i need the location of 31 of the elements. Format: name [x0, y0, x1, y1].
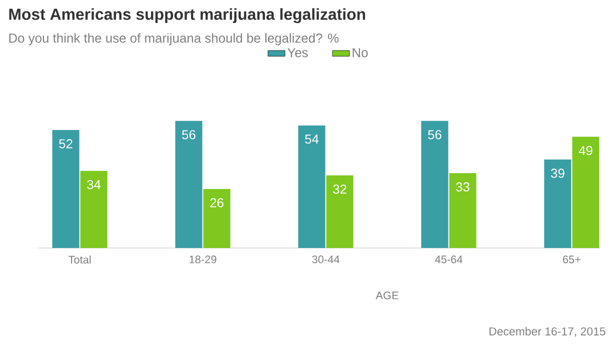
data-label: 33	[456, 182, 470, 192]
data-label: 39	[551, 168, 564, 178]
bar	[175, 120, 202, 248]
chart-subtitle: Do you think the use of marijuana should be legalized? %	[9, 33, 339, 46]
data-label: 26	[210, 198, 224, 208]
data-label: 52	[59, 139, 72, 148]
x-tick-label: Total	[68, 256, 91, 264]
data-label: 32	[333, 184, 346, 194]
text: December 16-17, 2015	[490, 327, 606, 337]
x-tick-label: 30-44	[312, 256, 340, 264]
data-label: 49	[578, 146, 592, 156]
x-tick-label: 18-29	[190, 256, 216, 264]
x-tick-label: 65+	[562, 256, 580, 264]
chart-title: Most Americans support marijuana legalization	[9, 8, 366, 24]
bar	[421, 120, 448, 248]
legend-label: Yes	[287, 48, 308, 58]
bar	[572, 136, 600, 248]
bar	[326, 175, 354, 248]
bar	[449, 173, 476, 248]
x-tick-label: 45-64	[434, 256, 462, 264]
bar	[298, 125, 326, 248]
bar	[203, 188, 230, 248]
data-label: 54	[305, 134, 319, 144]
data-label: 56	[182, 130, 196, 140]
bar	[52, 130, 80, 248]
bar	[544, 159, 572, 248]
legend-label: No	[352, 48, 368, 58]
data-label: 56	[428, 130, 442, 140]
data-label: 34	[87, 180, 101, 190]
x-axis-title: AGE	[376, 292, 398, 300]
bar	[80, 170, 108, 248]
